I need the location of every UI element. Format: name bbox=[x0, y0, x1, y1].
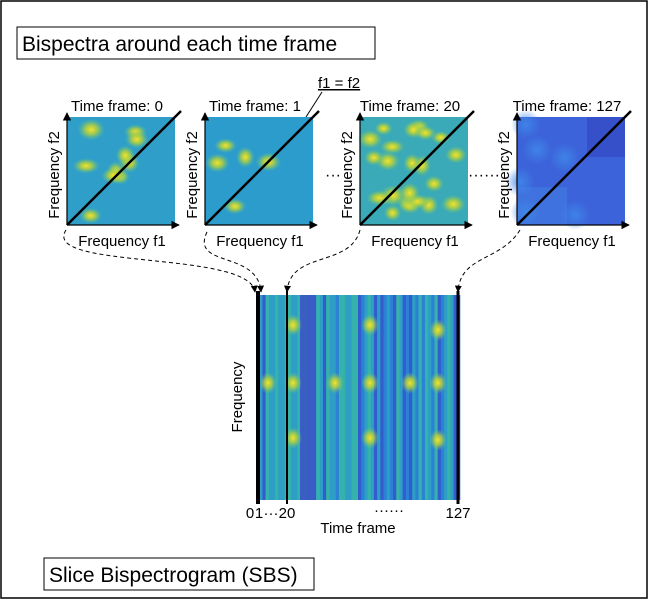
heatmap-blob bbox=[366, 190, 393, 206]
heatmap-column bbox=[278, 295, 281, 500]
heatmap-column bbox=[266, 295, 269, 500]
heatmap-blob bbox=[510, 197, 540, 227]
heatmap-blob bbox=[224, 198, 247, 214]
heatmap-column bbox=[393, 295, 396, 500]
panel-y-label: Frequency f2 bbox=[339, 131, 356, 219]
sbs-tick: 0 bbox=[246, 505, 254, 522]
caption: Slice Bispectrogram (SBS) bbox=[49, 564, 298, 587]
heatmap-column bbox=[269, 295, 272, 500]
sbs-tick: 127 bbox=[445, 505, 470, 522]
heatmap-column bbox=[380, 295, 383, 500]
heatmap-blob bbox=[429, 319, 447, 341]
heatmap-blob bbox=[414, 126, 436, 141]
panel-title: Time frame: 0 bbox=[71, 98, 163, 115]
sbs-y-label: Frequency bbox=[229, 361, 246, 432]
heatmap-blob bbox=[429, 372, 447, 394]
heatmap-column bbox=[406, 295, 409, 500]
heatmap-column bbox=[342, 295, 345, 500]
heatmap-column bbox=[422, 295, 425, 500]
diagonal-label: f1 = f2 bbox=[318, 75, 360, 92]
panel-x-label: Frequency f1 bbox=[78, 233, 166, 250]
heatmap-blob bbox=[441, 195, 466, 214]
title: Bispectra around each time frame bbox=[22, 33, 337, 56]
heatmap-column bbox=[358, 295, 361, 500]
ellipsis: ······ bbox=[468, 167, 500, 184]
heatmap-blob bbox=[445, 146, 467, 164]
panel-title: Time frame: 127 bbox=[513, 98, 622, 115]
heatmap-blob bbox=[429, 429, 447, 451]
heatmap-blob bbox=[116, 145, 136, 165]
heatmap-blob bbox=[364, 150, 384, 166]
heatmap-column bbox=[345, 295, 348, 500]
panel-y-label: Frequency f2 bbox=[46, 131, 63, 219]
heatmap-blob bbox=[424, 175, 445, 192]
heatmap-blob bbox=[236, 147, 255, 168]
sbs-tick: ······ bbox=[374, 502, 404, 519]
heatmap-column bbox=[320, 295, 323, 500]
panel-x-label: Frequency f1 bbox=[528, 233, 616, 250]
heatmap-blob bbox=[522, 135, 552, 165]
heatmap-blob bbox=[259, 372, 277, 394]
heatmap-column bbox=[333, 295, 336, 500]
heatmap-column bbox=[399, 295, 402, 500]
heatmap-column bbox=[415, 295, 418, 500]
panel-title: Time frame: 20 bbox=[360, 98, 460, 115]
heatmap-column bbox=[412, 295, 415, 500]
heatmap-column bbox=[396, 295, 399, 500]
heatmap-blob bbox=[78, 119, 105, 141]
heatmap-column bbox=[336, 295, 339, 500]
panel-x-label: Frequency f1 bbox=[371, 233, 459, 250]
heatmap-blob bbox=[361, 372, 379, 394]
heatmap-column bbox=[339, 295, 342, 500]
heatmap-blob bbox=[214, 138, 237, 153]
heatmap-column bbox=[425, 295, 428, 500]
heatmap-column bbox=[387, 295, 390, 500]
heatmap-blob bbox=[326, 372, 344, 394]
heatmap-blob bbox=[374, 121, 393, 135]
heatmap-blob bbox=[401, 372, 419, 394]
heatmap-column bbox=[450, 295, 453, 500]
heatmap-column bbox=[323, 295, 326, 500]
sbs-heatmap bbox=[256, 291, 460, 504]
heatmap-blob bbox=[399, 182, 420, 203]
heatmap-column bbox=[275, 295, 278, 500]
panel-x-label: Frequency f1 bbox=[216, 233, 304, 250]
heatmap-column bbox=[384, 295, 387, 500]
heatmap-column bbox=[447, 295, 450, 500]
heatmap-column bbox=[419, 295, 422, 500]
heatmap-column bbox=[403, 295, 406, 500]
heatmap-column bbox=[352, 295, 355, 500]
sbs-tick: 1 bbox=[255, 505, 263, 522]
heatmap-column bbox=[329, 295, 332, 500]
heatmap-blob bbox=[403, 153, 421, 173]
panel-title: Time frame: 1 bbox=[209, 98, 301, 115]
heatmap-column bbox=[348, 295, 351, 500]
panel-y-label: Frequency f2 bbox=[184, 131, 201, 219]
heatmap-blob bbox=[361, 314, 379, 336]
ellipsis: ··· bbox=[325, 167, 341, 184]
sbs-tick: ··· bbox=[264, 505, 279, 522]
heatmap-blob bbox=[72, 158, 100, 174]
heatmap-column bbox=[326, 295, 329, 500]
heatmap-column bbox=[409, 295, 412, 500]
heatmap-column bbox=[262, 295, 265, 500]
sbs-tick: 20 bbox=[279, 505, 296, 522]
heatmap-blob bbox=[361, 427, 379, 449]
sbs-x-label: Time frame bbox=[320, 520, 395, 537]
heatmap-column bbox=[317, 295, 320, 500]
heatmap-blob bbox=[205, 153, 230, 172]
heatmap-column bbox=[272, 295, 275, 500]
heatmap-column bbox=[355, 295, 358, 500]
diagram: Bispectra around each time frame f1 = f2… bbox=[0, 0, 649, 600]
heatmap-column bbox=[390, 295, 393, 500]
heatmap-dark bbox=[300, 295, 316, 500]
